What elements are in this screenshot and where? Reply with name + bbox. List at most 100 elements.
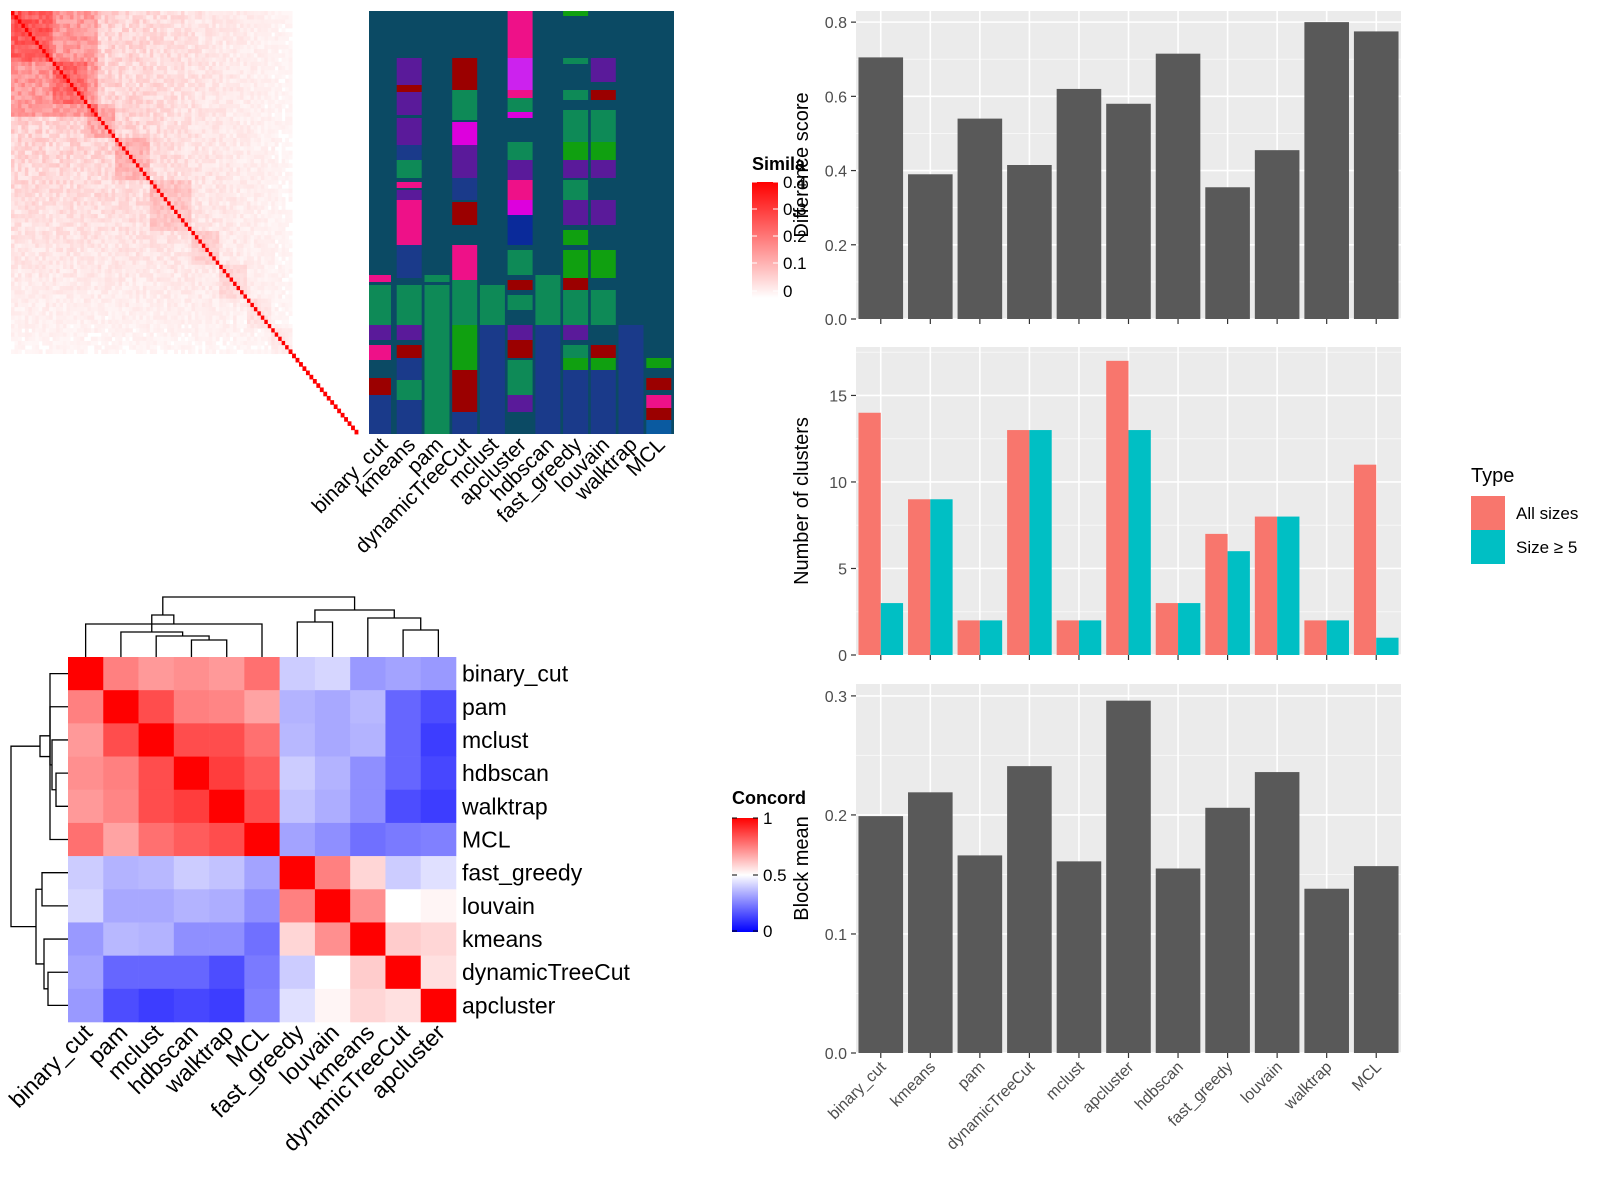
similarity-cell <box>250 82 255 88</box>
similarity-cell <box>28 226 33 232</box>
similarity-cell <box>59 252 64 257</box>
similarity-cell <box>132 40 137 46</box>
similarity-cell <box>94 104 99 109</box>
similarity-cell <box>243 104 248 109</box>
similarity-cell <box>14 53 19 58</box>
similarity-cell <box>181 133 185 139</box>
similarity-cell <box>56 209 60 215</box>
similarity-cell <box>49 61 54 67</box>
similarity-cell <box>21 142 26 147</box>
similarity-cell <box>156 235 161 240</box>
similarity-cell <box>184 133 189 139</box>
similarity-cell <box>69 11 74 16</box>
similarity-cell <box>125 264 130 270</box>
similarity-cell <box>56 125 60 130</box>
similarity-cell <box>52 154 57 160</box>
similarity-cell <box>215 19 220 25</box>
similarity-cell <box>163 171 168 177</box>
similarity-cell <box>101 137 106 143</box>
similarity-cell <box>229 23 234 29</box>
similarity-cell <box>212 184 217 190</box>
similarity-cell <box>45 11 50 16</box>
similarity-cell <box>153 99 158 105</box>
similarity-cell <box>250 129 255 135</box>
similarity-cell <box>97 218 102 223</box>
similarity-cell <box>122 142 126 147</box>
similarity-cell <box>167 214 172 219</box>
similarity-cell <box>125 74 130 80</box>
similarity-cell <box>87 243 92 249</box>
similarity-cell <box>236 264 241 270</box>
similarity-cell <box>139 99 144 105</box>
similarity-cell <box>111 40 116 46</box>
similarity-cell <box>45 74 50 80</box>
similarity-cell <box>59 11 64 16</box>
similarity-cell <box>274 230 279 236</box>
similarity-cell <box>246 209 251 215</box>
similarity-cell <box>149 70 154 75</box>
similarity-cell <box>115 184 119 190</box>
similarity-cell <box>115 167 119 173</box>
similarity-cell <box>125 61 130 67</box>
similarity-cell <box>142 82 147 88</box>
similarity-cell <box>174 252 178 257</box>
similarity-cell <box>125 235 130 240</box>
similarity-cell <box>24 273 29 278</box>
similarity-cell <box>174 87 178 92</box>
similarity-cell <box>142 11 147 16</box>
similarity-cell <box>104 214 109 219</box>
similarity-cell <box>187 222 192 228</box>
similarity-cell <box>115 201 119 206</box>
similarity-cell <box>274 99 279 105</box>
similarity-cell <box>146 11 151 16</box>
similarity-cell <box>170 159 175 164</box>
similarity-cell <box>201 120 206 126</box>
similarity-cell <box>115 205 119 211</box>
similarity-cell <box>35 205 40 211</box>
similarity-cell <box>219 235 224 240</box>
similarity-cell <box>139 112 144 118</box>
similarity-cell <box>156 133 161 139</box>
similarity-cell <box>177 163 182 168</box>
similarity-cell <box>52 239 57 245</box>
similarity-cell <box>222 180 227 185</box>
similarity-cell <box>108 222 113 228</box>
similarity-cell <box>108 188 113 194</box>
similarity-cell <box>153 167 158 173</box>
similarity-cell <box>115 36 119 42</box>
similarity-cell <box>63 40 67 46</box>
similarity-cell <box>31 120 36 126</box>
similarity-cell <box>28 218 33 223</box>
similarity-cell <box>66 205 71 211</box>
similarity-cell <box>208 19 213 25</box>
similarity-cell <box>181 163 185 168</box>
similarity-cell <box>156 167 161 173</box>
similarity-cell <box>267 222 272 228</box>
similarity-cell <box>115 125 119 130</box>
similarity-cell <box>229 243 234 249</box>
similarity-cell <box>153 205 158 211</box>
similarity-cell <box>208 112 213 118</box>
similarity-cell <box>153 273 158 278</box>
similarity-cell <box>163 112 168 118</box>
similarity-cell <box>59 129 64 135</box>
similarity-cell <box>250 201 255 206</box>
similarity-cell <box>257 150 262 156</box>
similarity-cell <box>264 125 269 130</box>
similarity-cell <box>35 104 40 109</box>
similarity-cell <box>198 82 203 88</box>
similarity-cell <box>139 197 144 202</box>
similarity-cell <box>240 159 244 164</box>
similarity-cell <box>94 112 99 118</box>
similarity-cell <box>63 256 67 261</box>
similarity-cell <box>181 104 185 109</box>
similarity-cell <box>264 112 269 118</box>
similarity-cell <box>201 247 206 253</box>
similarity-cell <box>125 11 130 16</box>
similarity-cell <box>243 159 248 164</box>
similarity-cell <box>236 23 241 29</box>
similarity-cell <box>205 230 210 236</box>
similarity-cell <box>194 108 199 113</box>
similarity-cell <box>132 112 137 118</box>
similarity-cell <box>87 269 92 274</box>
